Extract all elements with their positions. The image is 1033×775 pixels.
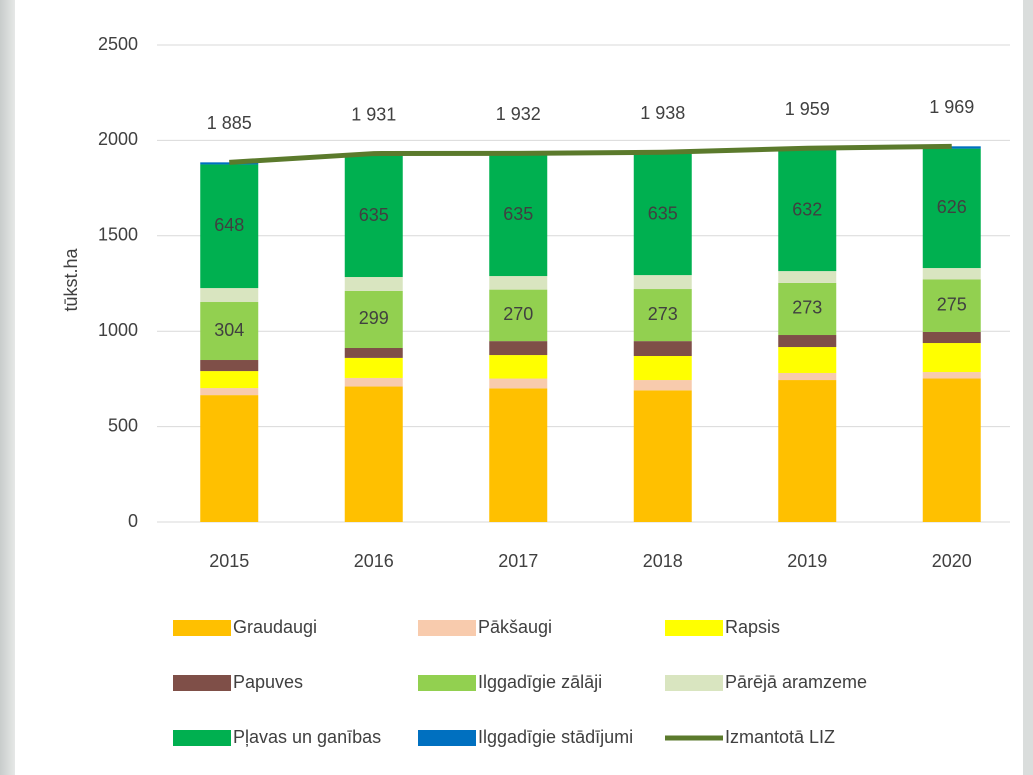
bar-segment — [922, 268, 981, 280]
legend-swatch — [173, 620, 231, 636]
bar-segment — [778, 282, 837, 336]
bar-segment — [633, 380, 692, 391]
bar-segment — [200, 302, 259, 361]
bar-segment — [633, 356, 692, 381]
bar-segment — [922, 148, 981, 269]
bar-segment — [200, 395, 259, 522]
bar-segment — [922, 372, 981, 379]
data-label: 635 — [359, 205, 389, 225]
bar-segment — [489, 355, 548, 379]
legend-swatch — [418, 675, 476, 691]
line-series — [229, 143, 952, 165]
bar-segment — [778, 347, 837, 373]
bar-segment — [200, 288, 259, 303]
legend-label: Graudaugi — [233, 617, 317, 637]
bar-segment — [922, 343, 981, 373]
legend-label: Pākšaugi — [478, 617, 552, 637]
data-label: 632 — [792, 200, 822, 220]
data-label: 270 — [503, 304, 533, 324]
y-axis-label: tūkst.ha — [61, 247, 81, 311]
bar-segment — [344, 357, 403, 378]
y-tick-label: 2000 — [98, 129, 138, 149]
bar-segment — [633, 275, 692, 290]
bar-segment — [922, 378, 981, 522]
y-tick-label: 1000 — [98, 320, 138, 340]
data-label: 648 — [214, 215, 244, 235]
bar-segment — [922, 331, 981, 344]
y-tick-label: 1500 — [98, 225, 138, 245]
bar-segment — [633, 153, 692, 276]
legend-label: Ilggadīgie stādījumi — [478, 727, 633, 747]
legend-label: Pļavas un ganības — [233, 727, 381, 747]
legend-label: Rapsis — [725, 617, 780, 637]
y-tick-label: 2500 — [98, 34, 138, 54]
y-tick-label: 500 — [108, 415, 138, 435]
legend-label: Pārējā aramzeme — [725, 672, 867, 692]
bar-segment — [344, 277, 403, 291]
data-label: 626 — [937, 197, 967, 217]
data-label: 304 — [214, 320, 244, 340]
line-label: 1 932 — [496, 104, 541, 124]
line-label: 1 969 — [929, 97, 974, 117]
bar-segment — [489, 378, 548, 389]
bar-segment — [778, 271, 837, 283]
bar-segment — [344, 347, 403, 358]
bar-segment — [489, 289, 548, 342]
data-label: 299 — [359, 308, 389, 328]
x-tick-label: 2019 — [787, 551, 827, 571]
line-label: 1 959 — [785, 99, 830, 119]
line-label: 1 938 — [640, 103, 685, 123]
bar-segment — [344, 155, 403, 278]
y-tick-label: 0 — [128, 511, 138, 531]
legend-label: Papuves — [233, 672, 303, 692]
bar-segment — [344, 377, 403, 387]
bar-segment — [200, 388, 259, 396]
bar-segment — [633, 390, 692, 522]
legend-swatch — [665, 620, 723, 636]
bar-segment — [633, 341, 692, 357]
legend-label: Izmantotā LIZ — [725, 727, 835, 747]
bar-segment — [778, 372, 837, 381]
legend-swatch — [173, 675, 231, 691]
bar-segment — [778, 380, 837, 522]
x-tick-label: 2016 — [354, 551, 394, 571]
data-label: 273 — [792, 298, 822, 318]
bar-segment — [344, 290, 403, 348]
bar-segment — [489, 388, 548, 522]
data-label: 635 — [648, 203, 678, 223]
data-label: 635 — [503, 204, 533, 224]
legend-swatch — [418, 730, 476, 746]
bar-segment — [200, 360, 259, 372]
legend-swatch — [418, 620, 476, 636]
bar-segment — [344, 386, 403, 522]
legend-label: Ilggadīgie zālāji — [478, 672, 602, 692]
bar-segment — [489, 276, 548, 290]
x-tick-label: 2018 — [643, 551, 683, 571]
bar-segment — [200, 371, 259, 389]
bar-segment — [633, 289, 692, 342]
legend-swatch — [665, 675, 723, 691]
x-tick-label: 2017 — [498, 551, 538, 571]
bar-segment — [200, 162, 259, 165]
data-label: 275 — [937, 294, 967, 314]
line-label: 1 931 — [351, 104, 396, 124]
bar-segment — [778, 335, 837, 348]
bar-segment — [778, 150, 837, 272]
bar-segment — [922, 279, 981, 332]
bar-segment — [200, 164, 259, 289]
line-label: 1 885 — [207, 113, 252, 133]
x-tick-label: 2015 — [209, 551, 249, 571]
bar-segment — [489, 154, 548, 277]
data-label: 273 — [648, 304, 678, 324]
legend-swatch — [173, 730, 231, 746]
bar-segment — [489, 341, 548, 356]
x-tick-label: 2020 — [932, 551, 972, 571]
